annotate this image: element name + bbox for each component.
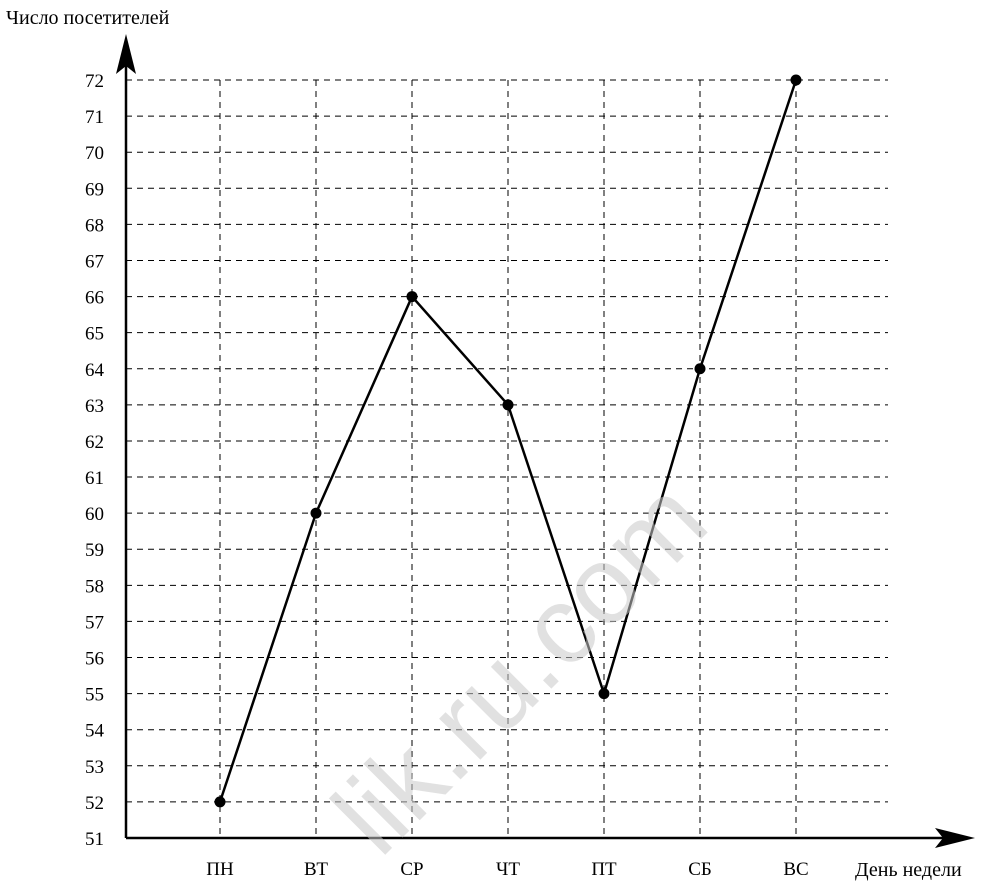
y-axis-title: Число посетителей <box>6 7 170 29</box>
y-tick-label: 53 <box>85 757 104 778</box>
x-tick-label: ЧТ <box>496 859 520 880</box>
y-tick-labels: 51 52 53 54 55 56 57 58 59 60 61 62 63 64 65 66 67 68 69 70… <box>85 71 105 850</box>
y-tick-label: 57 <box>85 612 104 633</box>
y-tick-label: 69 <box>85 179 104 200</box>
y-tick-label: 60 <box>85 504 104 525</box>
data-point <box>406 291 418 303</box>
y-tick-label: 63 <box>85 396 104 417</box>
x-axis-title: День недели <box>855 859 962 881</box>
y-tick-label: 51 <box>85 829 104 850</box>
y-tick-label: 66 <box>85 288 104 309</box>
y-tick-label: 68 <box>85 215 104 236</box>
series <box>214 74 802 808</box>
data-point <box>214 796 226 808</box>
x-tick-label: ПН <box>206 859 234 880</box>
y-tick-label: 59 <box>85 540 104 561</box>
y-tick-label: 67 <box>85 251 104 272</box>
data-point <box>598 688 610 700</box>
grid <box>126 79 888 838</box>
y-axis-arrow <box>116 34 136 74</box>
watermark: lik.ru.com <box>310 457 730 877</box>
x-tick-label: СБ <box>688 859 712 880</box>
x-tick-label: ПТ <box>591 859 617 880</box>
y-tick-label: 72 <box>85 71 104 92</box>
data-point <box>310 507 322 519</box>
y-tick-label: 52 <box>85 793 104 814</box>
x-tick-label: ВС <box>783 859 808 880</box>
y-tick-label: 58 <box>85 576 104 597</box>
x-tick-label: ВТ <box>304 859 328 880</box>
y-tick-label: 56 <box>85 649 104 670</box>
x-tick-label: СР <box>400 859 423 880</box>
y-tick-label: 62 <box>85 432 104 453</box>
y-tick-label: 55 <box>85 685 104 706</box>
y-tick-label: 65 <box>85 324 104 345</box>
y-tick-label: 70 <box>85 143 104 164</box>
data-point <box>790 74 802 86</box>
x-axis-arrow <box>935 828 975 848</box>
axes <box>116 34 975 848</box>
data-point <box>694 363 706 375</box>
y-tick-label: 64 <box>85 360 105 381</box>
y-tick-label: 71 <box>85 107 104 128</box>
y-tick-label: 61 <box>85 468 104 489</box>
data-point <box>502 399 514 411</box>
y-tick-label: 54 <box>85 721 105 742</box>
x-tick-labels: ПН ВТ СР ЧТ ПТ СБ ВС <box>206 859 808 880</box>
